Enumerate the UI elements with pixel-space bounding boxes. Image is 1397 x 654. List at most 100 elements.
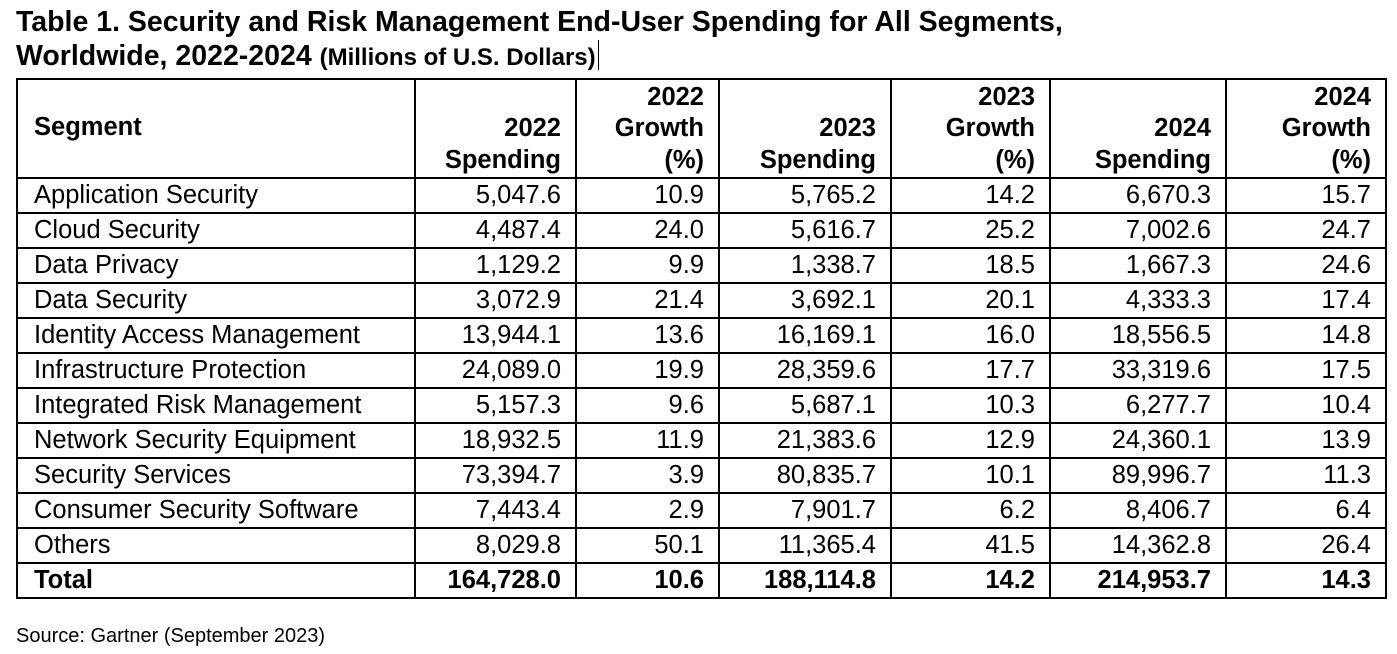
column-header: 2022 Spending: [414, 78, 577, 179]
table-row: Network Security Equipment 18,932.5 11.9 21…: [16, 422, 1387, 459]
table-row: Security Services 73,394.7 3.9 80,835.7 10.1…: [16, 457, 1387, 494]
value-cell: 80,835.7: [718, 457, 892, 494]
value-cell: 2.9: [575, 492, 720, 529]
header-line: 2022: [504, 114, 561, 142]
value-cell: 3,692.1: [718, 282, 892, 319]
column-header: 2023 Spending: [718, 78, 892, 179]
value-cell: 1,338.7: [718, 247, 892, 284]
value-cell: 6,277.7: [1049, 387, 1227, 424]
value-cell: 10.3: [890, 387, 1051, 424]
value-cell: 4,333.3: [1049, 282, 1227, 319]
value-cell: 5,157.3: [414, 387, 577, 424]
value-cell: 17.4: [1225, 282, 1387, 319]
header-line: 2024: [1154, 114, 1211, 142]
value-cell: 9.9: [575, 247, 720, 284]
value-cell: 164,728.0: [414, 562, 577, 599]
segment-cell: Others: [16, 527, 416, 564]
segment-cell: Security Services: [16, 457, 416, 494]
value-cell: 4,487.4: [414, 212, 577, 249]
table-row: Consumer Security Software 7,443.4 2.9 7,90…: [16, 492, 1387, 529]
value-cell: 5,047.6: [414, 177, 577, 214]
segment-cell: Identity Access Management: [16, 317, 416, 354]
value-cell: 21.4: [575, 282, 720, 319]
header-line: 2023: [978, 82, 1035, 111]
value-cell: 3,072.9: [414, 282, 577, 319]
value-cell: 12.9: [890, 422, 1051, 459]
table-row: Identity Access Management 13,944.1 13.6 16…: [16, 317, 1387, 354]
text-cursor: [597, 40, 599, 70]
value-cell: 33,319.6: [1049, 352, 1227, 389]
value-cell: 6.2: [890, 492, 1051, 529]
segment-cell: Network Security Equipment: [16, 422, 416, 459]
value-cell: 89,996.7: [1049, 457, 1227, 494]
segment-cell: Integrated Risk Management: [16, 387, 416, 424]
value-cell: 1,129.2: [414, 247, 577, 284]
value-cell: 24.6: [1225, 247, 1387, 284]
segment-cell: Data Privacy: [16, 247, 416, 284]
table-row: Integrated Risk Management 5,157.3 9.6 5,68…: [16, 387, 1387, 424]
value-cell: 7,443.4: [414, 492, 577, 529]
header-line: Segment: [34, 113, 142, 142]
segment-cell: Consumer Security Software: [16, 492, 416, 529]
segment-cell: Total: [16, 562, 416, 599]
value-cell: 11.9: [575, 422, 720, 459]
value-cell: 5,687.1: [718, 387, 892, 424]
value-cell: 16,169.1: [718, 317, 892, 354]
header-line: (%): [664, 145, 704, 174]
value-cell: 16.0: [890, 317, 1051, 354]
column-header: 2022 Growth (%): [575, 78, 720, 179]
table-title: Table 1. Security and Risk Management En…: [16, 5, 1376, 75]
value-cell: 10.9: [575, 177, 720, 214]
value-cell: 20.1: [890, 282, 1051, 319]
value-cell: 10.6: [575, 562, 720, 599]
header-line: Spending: [759, 145, 876, 174]
value-cell: 13.6: [575, 317, 720, 354]
value-cell: 3.9: [575, 457, 720, 494]
header-row: Segment 2022 Spending 2022 Growth (%) 2023 Spen…: [16, 78, 1387, 179]
value-cell: 41.5: [890, 527, 1051, 564]
title-line-2-main: Worldwide, 2022-2024: [16, 40, 320, 72]
value-cell: 13,944.1: [414, 317, 577, 354]
value-cell: 214,953.7: [1049, 562, 1227, 599]
header-line: Growth: [1281, 114, 1371, 142]
value-cell: 17.5: [1225, 352, 1387, 389]
table-row: Infrastructure Protection 24,089.0 19.9 28,…: [16, 352, 1387, 389]
value-cell: 25.2: [890, 212, 1051, 249]
value-cell: 1,667.3: [1049, 247, 1227, 284]
value-cell: 188,114.8: [718, 562, 892, 599]
column-header: 2024 Growth (%): [1225, 78, 1387, 179]
table-body: Application Security 5,047.6 10.9 5,765.2 14…: [16, 177, 1387, 599]
table-row: Others 8,029.8 50.1 11,365.4 41.5 14,362.8 26.…: [16, 527, 1387, 564]
value-cell: 24,360.1: [1049, 422, 1227, 459]
total-row: Total 164,728.0 10.6 188,114.8 14.2 214,953.7…: [16, 562, 1387, 599]
value-cell: 15.7: [1225, 177, 1387, 214]
title-line-1: Table 1. Security and Risk Management En…: [16, 6, 1063, 38]
value-cell: 7,901.7: [718, 492, 892, 529]
value-cell: 8,406.7: [1049, 492, 1227, 529]
value-cell: 10.4: [1225, 387, 1387, 424]
table-row: Cloud Security 4,487.4 24.0 5,616.7 25.2 7,00…: [16, 212, 1387, 249]
header-line: 2024: [1314, 82, 1371, 111]
header-line: Spending: [1094, 145, 1211, 174]
value-cell: 5,765.2: [718, 177, 892, 214]
header-line: (%): [1331, 145, 1371, 174]
value-cell: 18,932.5: [414, 422, 577, 459]
header-line: 2023: [819, 114, 876, 142]
table-row: Application Security 5,047.6 10.9 5,765.2 14…: [16, 177, 1387, 214]
value-cell: 26.4: [1225, 527, 1387, 564]
value-cell: 14.2: [890, 562, 1051, 599]
spending-table: Segment 2022 Spending 2022 Growth (%) 2023 Spen…: [16, 78, 1387, 599]
segment-cell: Data Security: [16, 282, 416, 319]
value-cell: 9.6: [575, 387, 720, 424]
value-cell: 11.3: [1225, 457, 1387, 494]
value-cell: 73,394.7: [414, 457, 577, 494]
value-cell: 28,359.6: [718, 352, 892, 389]
title-line-2: Worldwide, 2022-2024 (Millions of U.S. D…: [16, 39, 1376, 75]
source-note: Source: Gartner (September 2023): [16, 625, 326, 647]
header-line: 2022: [647, 82, 704, 111]
segment-cell: Infrastructure Protection: [16, 352, 416, 389]
value-cell: 24,089.0: [414, 352, 577, 389]
value-cell: 14,362.8: [1049, 527, 1227, 564]
value-cell: 18,556.5: [1049, 317, 1227, 354]
table-row: Data Privacy 1,129.2 9.9 1,338.7 18.5 1,667.3…: [16, 247, 1387, 284]
